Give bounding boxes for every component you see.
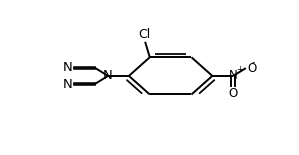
Text: N: N <box>63 61 73 74</box>
Text: +: + <box>236 65 243 74</box>
Text: N: N <box>103 69 113 82</box>
Text: Cl: Cl <box>138 28 150 41</box>
Text: O: O <box>228 87 238 100</box>
Text: -: - <box>251 58 254 67</box>
Text: N: N <box>229 69 238 82</box>
Text: N: N <box>63 78 73 91</box>
Text: O: O <box>247 62 256 75</box>
